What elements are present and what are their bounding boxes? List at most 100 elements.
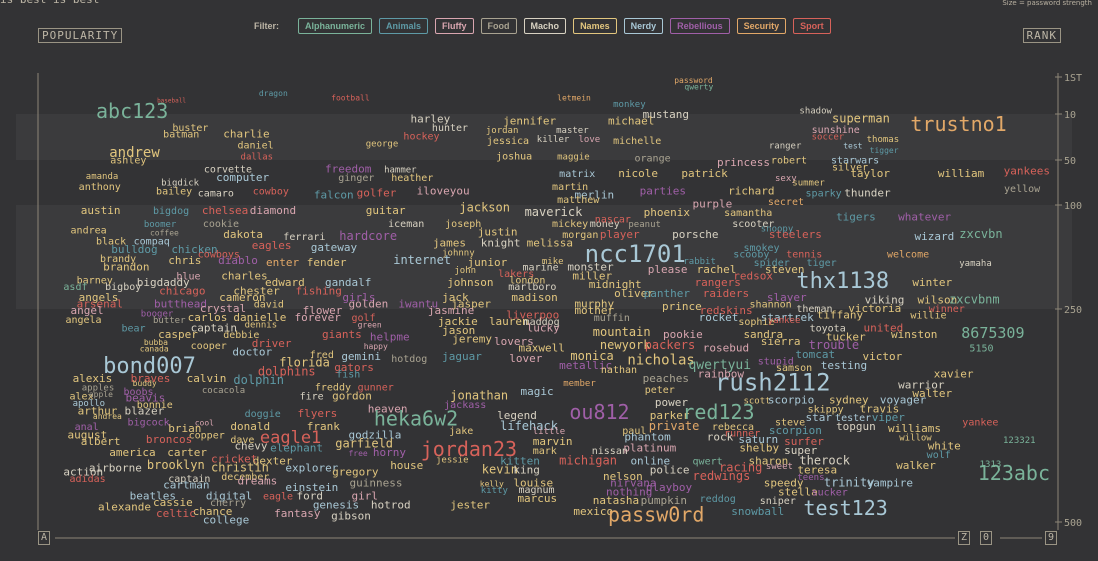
password-word[interactable]: iloveyou	[417, 184, 470, 197]
password-word[interactable]: smokey	[743, 243, 779, 254]
password-word[interactable]: iwantu	[398, 298, 438, 311]
password-word[interactable]: shannon	[750, 300, 792, 311]
password-word[interactable]: sparky	[806, 188, 842, 199]
password-word[interactable]: kitten	[500, 455, 540, 468]
password-word[interactable]: cooper	[191, 341, 227, 352]
password-word[interactable]: racing	[719, 460, 762, 474]
password-word[interactable]: cricket	[211, 453, 257, 466]
password-word[interactable]: andrea	[71, 226, 107, 237]
password-word[interactable]: orange	[635, 154, 671, 165]
password-word[interactable]: computer	[216, 171, 269, 184]
password-word[interactable]: thomas	[867, 135, 900, 145]
password-word[interactable]: yellow	[1004, 184, 1041, 195]
password-word[interactable]: angels	[79, 291, 119, 304]
password-word[interactable]: cool	[195, 418, 214, 427]
password-word[interactable]: winner	[929, 304, 965, 315]
password-word[interactable]: sierra	[761, 335, 801, 348]
password-word[interactable]: red123	[682, 400, 754, 424]
password-word[interactable]: bigboy	[105, 282, 141, 293]
password-word[interactable]: madison	[511, 291, 557, 304]
password-word[interactable]: jasper	[451, 298, 491, 311]
password-word[interactable]: cookie	[203, 219, 239, 230]
password-word[interactable]: debbie	[223, 330, 259, 341]
password-word[interactable]: hotdog	[391, 354, 427, 365]
password-word[interactable]: qwert	[693, 457, 723, 468]
password-word[interactable]: teens	[797, 473, 824, 483]
password-word[interactable]: ashley	[110, 156, 146, 167]
filter-chip-security[interactable]: Security	[736, 18, 787, 34]
password-word[interactable]: superman	[832, 111, 890, 125]
password-word[interactable]: godzilla	[348, 429, 401, 442]
password-word[interactable]: phantom	[624, 431, 671, 444]
password-word[interactable]: apples	[82, 384, 115, 394]
password-word[interactable]: mark	[533, 446, 557, 457]
password-word[interactable]: scooby	[733, 250, 769, 261]
password-word[interactable]: metallic	[559, 359, 612, 372]
password-word[interactable]: monkey	[613, 100, 646, 110]
password-word[interactable]: diablo	[218, 254, 258, 267]
password-word[interactable]: edward	[265, 276, 305, 289]
filter-chip-macho[interactable]: Macho	[523, 18, 567, 34]
password-word[interactable]: 8675309	[961, 324, 1024, 342]
password-word[interactable]: sunshine	[812, 125, 860, 136]
password-word[interactable]: jessie	[436, 456, 469, 466]
password-word[interactable]: florida	[279, 356, 330, 370]
password-word[interactable]: angela	[65, 315, 101, 326]
password-word[interactable]: winston	[891, 328, 937, 341]
password-word[interactable]: jackass	[444, 400, 486, 411]
password-word[interactable]: bond007	[103, 354, 196, 379]
password-word[interactable]: xavier	[934, 367, 974, 380]
password-word[interactable]: master	[556, 126, 589, 136]
password-word[interactable]: butter	[153, 316, 186, 326]
password-word[interactable]: sandra	[743, 328, 783, 341]
password-word[interactable]: beavis	[126, 391, 166, 404]
password-word[interactable]: explorer	[285, 461, 338, 474]
password-word[interactable]: brandon	[103, 261, 149, 274]
password-word[interactable]: abc123	[96, 99, 168, 123]
password-word[interactable]: sniper	[760, 496, 796, 507]
password-word[interactable]: bonnie	[137, 400, 173, 411]
password-word[interactable]: packers	[645, 338, 696, 352]
password-word[interactable]: doggie	[245, 409, 281, 420]
password-word[interactable]: nissan	[592, 446, 628, 457]
password-word[interactable]: wizard	[914, 230, 954, 243]
password-word[interactable]: spider	[754, 258, 790, 269]
password-word[interactable]: jennifer	[503, 114, 556, 127]
password-word[interactable]: cartman	[163, 479, 209, 492]
password-word[interactable]: gateway	[311, 241, 358, 254]
password-word[interactable]: dakota	[223, 228, 263, 241]
password-word[interactable]: phoenix	[644, 206, 691, 219]
password-word[interactable]: travis	[859, 402, 899, 415]
password-word[interactable]: elephant	[270, 442, 323, 455]
password-word[interactable]: willie	[910, 311, 946, 322]
password-word[interactable]: hockey	[403, 132, 439, 143]
password-word[interactable]: enter	[266, 256, 299, 269]
password-word[interactable]: natasha	[593, 494, 639, 507]
password-word[interactable]: jack	[442, 291, 469, 304]
password-word[interactable]: yankees	[1004, 165, 1050, 178]
password-word[interactable]: ncc1701	[585, 240, 686, 268]
password-word[interactable]: buddy	[133, 379, 157, 388]
password-word[interactable]: canada	[140, 344, 169, 353]
password-word[interactable]: password	[674, 76, 713, 85]
password-word[interactable]: freedom	[325, 162, 372, 175]
password-word[interactable]: star	[806, 411, 833, 424]
password-word[interactable]: mustang	[643, 108, 689, 121]
password-word[interactable]: rock	[707, 431, 734, 444]
password-word[interactable]: startrek	[761, 311, 814, 324]
password-word[interactable]: maggie	[557, 152, 590, 162]
password-word[interactable]: joshua	[496, 151, 532, 162]
password-word[interactable]: lucky	[527, 322, 560, 335]
password-word[interactable]: 123321	[1003, 436, 1036, 446]
password-word[interactable]: scooter	[732, 219, 774, 230]
password-word[interactable]: david	[254, 300, 284, 311]
password-word[interactable]: zxcvbn	[959, 227, 1002, 241]
password-word[interactable]: steelers	[769, 228, 822, 241]
password-word[interactable]: captain	[168, 474, 210, 485]
password-word[interactable]: eagle	[263, 492, 293, 503]
password-word[interactable]: sweet	[766, 462, 793, 472]
password-word[interactable]: toyota	[810, 324, 846, 335]
password-word[interactable]: silver	[832, 162, 868, 173]
password-word[interactable]: beatles	[130, 490, 176, 503]
password-word[interactable]: surfer	[784, 435, 824, 448]
